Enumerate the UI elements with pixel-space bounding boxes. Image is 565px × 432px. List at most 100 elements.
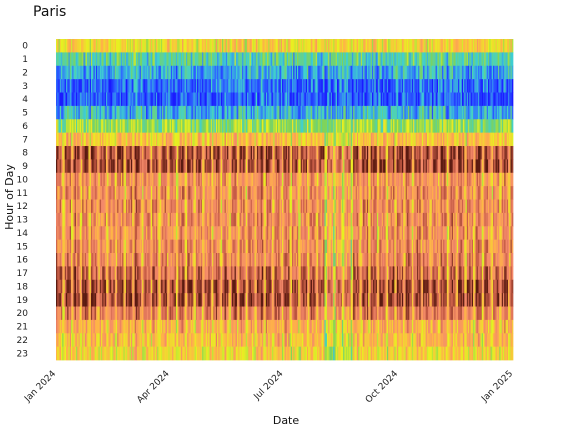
heatmap-cell	[138, 132, 141, 147]
heatmap-cell	[260, 52, 263, 67]
heatmap-cell	[290, 65, 293, 80]
heatmap-cell	[299, 346, 302, 361]
heatmap-cell	[295, 146, 298, 160]
heatmap-cell	[189, 146, 192, 160]
heatmap-cell	[195, 186, 198, 200]
heatmap-cell	[130, 132, 133, 147]
heatmap-cell	[168, 226, 170, 240]
heatmap-cell	[244, 266, 247, 281]
heatmap-cell	[149, 39, 152, 53]
heatmap-cell	[259, 266, 262, 281]
heatmap-cell	[279, 79, 282, 93]
heatmap-cell	[219, 172, 222, 187]
heatmap-cell	[168, 212, 170, 227]
heatmap-cell	[289, 212, 292, 227]
heatmap-cell	[190, 132, 193, 147]
heatmap-cell	[235, 266, 238, 281]
heatmap-cell	[165, 92, 168, 107]
heatmap-cell	[247, 239, 249, 254]
heatmap-cell	[82, 293, 84, 307]
heatmap-cell	[114, 39, 117, 53]
heatmap-cell	[301, 266, 304, 281]
heatmap-cell	[132, 253, 134, 267]
heatmap-cell	[277, 279, 279, 294]
heatmap-cell	[103, 52, 106, 67]
heatmap-cell	[309, 293, 312, 307]
heatmap-cell	[132, 172, 134, 187]
heatmap-cell	[153, 52, 155, 67]
heatmap-cell	[293, 79, 295, 93]
heatmap-cell	[205, 146, 208, 160]
heatmap-cell	[117, 39, 119, 53]
heatmap-cell	[254, 226, 257, 240]
heatmap-cell	[294, 306, 297, 321]
heatmap-cell	[178, 52, 180, 67]
heatmap-cell	[294, 239, 297, 254]
heatmap-cell	[124, 105, 127, 120]
heatmap-cell	[122, 266, 124, 281]
heatmap-cell	[118, 159, 121, 174]
heatmap-cell	[152, 52, 154, 67]
heatmap-cell	[92, 146, 94, 160]
heatmap-cell	[114, 79, 117, 93]
heatmap-cell	[127, 79, 129, 93]
heatmap-cell	[274, 253, 277, 267]
heatmap-cell	[142, 52, 144, 67]
heatmap-cell	[278, 146, 280, 160]
heatmap-cell	[93, 132, 96, 147]
heatmap-cell	[129, 186, 132, 200]
heatmap-cell	[144, 132, 147, 147]
heatmap-cell	[185, 306, 188, 321]
heatmap-cell	[56, 253, 58, 267]
heatmap-cell	[204, 279, 207, 294]
heatmap-cell	[247, 306, 249, 321]
heatmap-cell	[108, 146, 111, 160]
heatmap-cell	[220, 52, 223, 67]
heatmap-cell	[170, 39, 173, 53]
heatmap-cell	[184, 212, 187, 227]
heatmap-cell	[224, 279, 227, 294]
heatmap-cell	[90, 226, 93, 240]
heatmap-cell	[275, 306, 278, 321]
heatmap-cell	[229, 293, 232, 307]
heatmap-cell	[152, 239, 154, 254]
heatmap-cell	[195, 79, 198, 93]
heatmap-cell	[180, 132, 183, 147]
heatmap-cell	[108, 172, 111, 187]
heatmap-cell	[213, 105, 215, 120]
heatmap-cell	[190, 79, 193, 93]
heatmap-cell	[204, 346, 207, 361]
heatmap-cell	[249, 199, 252, 214]
heatmap-cell	[109, 132, 112, 147]
heatmap-cell	[209, 253, 212, 267]
heatmap-cell	[165, 333, 168, 347]
heatmap-cell	[188, 132, 190, 147]
heatmap-cell	[249, 146, 252, 160]
heatmap-cell	[283, 253, 285, 267]
heatmap-cell	[70, 79, 73, 93]
heatmap-cell	[159, 239, 162, 254]
heatmap-cell	[219, 39, 222, 53]
heatmap-cell	[249, 92, 252, 107]
heatmap-cell	[102, 79, 104, 93]
heatmap-cell	[127, 159, 129, 174]
heatmap-cell	[199, 65, 202, 80]
heatmap-cell	[304, 226, 307, 240]
heatmap-cell	[179, 119, 182, 133]
heatmap-cell	[74, 92, 77, 107]
heatmap-cell	[148, 52, 150, 67]
heatmap-cell	[305, 266, 308, 281]
heatmap-cell	[272, 105, 274, 120]
heatmap-cell	[279, 319, 282, 334]
heatmap-cell	[89, 92, 92, 107]
heatmap-cell	[230, 92, 233, 107]
heatmap-cell	[60, 92, 63, 107]
heatmap-cell	[268, 92, 270, 107]
heatmap-cell	[284, 199, 287, 214]
heatmap-cell	[274, 212, 277, 227]
heatmap-cell	[187, 39, 189, 53]
heatmap-cell	[93, 279, 96, 294]
heatmap-cell	[144, 266, 147, 281]
heatmap-cell	[298, 132, 300, 147]
heatmap-cell	[275, 279, 278, 294]
